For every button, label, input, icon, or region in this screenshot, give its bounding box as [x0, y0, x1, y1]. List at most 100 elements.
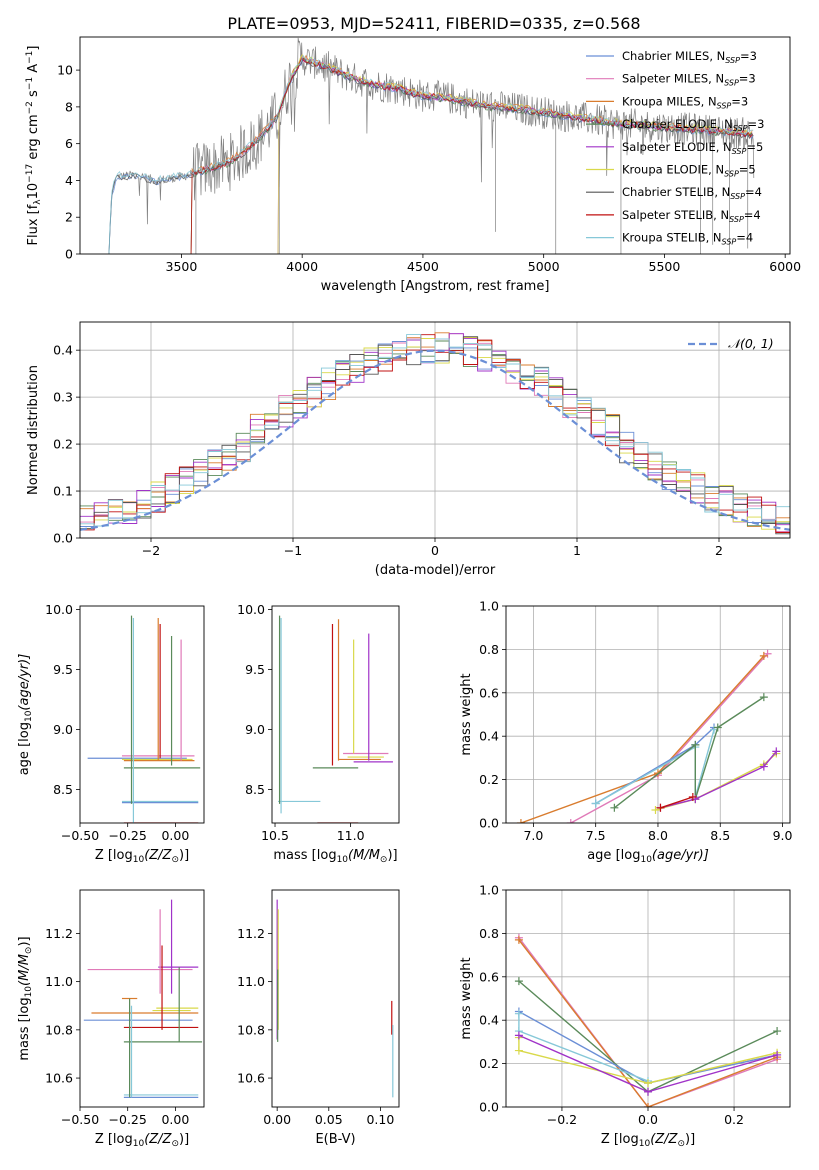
x-tick-label: 0.00 — [161, 1112, 189, 1127]
x-tick-label: 10.5 — [261, 828, 289, 843]
y-tick-label: 8 — [65, 99, 73, 114]
x-ticks: −0.50 −0.25 0.00 — [61, 823, 189, 843]
weight-point-marker — [516, 819, 525, 823]
x-ticks: 0.00 0.05 0.10 — [263, 1107, 394, 1127]
error-bars — [276, 899, 394, 1098]
y-tick-label: 11.0 — [237, 974, 265, 989]
axes-frame — [271, 889, 400, 1108]
x-tick-label: 11.0 — [337, 828, 365, 843]
y-axis-label: Normed distribution — [26, 365, 41, 495]
weight-point-marker — [651, 805, 660, 814]
weight-point-marker — [773, 1050, 782, 1059]
spectrum-model-line — [190, 57, 753, 254]
weight-point-marker — [514, 1031, 523, 1040]
legend-label: 𝒩(0, 1) — [728, 336, 774, 351]
x-tick-label: −0.50 — [61, 1112, 99, 1127]
axes-frame — [505, 889, 791, 1108]
legend-label: Chabrier STELIB, NSSP=4 — [622, 185, 762, 201]
weight-point-marker — [759, 651, 768, 660]
x-tick-label: 6000 — [769, 259, 801, 274]
y-tick-label: 0.8 — [479, 642, 499, 657]
y-tick-label: 9.0 — [245, 722, 265, 737]
legend-label: Kroupa MILES, NSSP=3 — [622, 94, 748, 110]
y-tick-label: 0.6 — [479, 969, 499, 984]
y-ticks: 10.6 10.8 11.0 11.2 — [45, 926, 80, 1086]
x-ticks: 3500 4000 4500 5000 5500 6000 — [166, 254, 801, 274]
x-ticks: 10.5 11.0 — [261, 823, 365, 843]
x-tick-label: −0.2 — [547, 1112, 577, 1127]
weight-point-marker — [759, 762, 768, 771]
error-bars — [278, 615, 393, 823]
y-ticks: 10.6 10.8 11.0 11.2 — [237, 926, 272, 1086]
age-vs-Z-panel: −0.50 −0.25 0.00 8.5 9.0 9.5 10.0 Z [log10(Z/Z⊙… — [17, 602, 205, 865]
x-tick-label: 7.5 — [586, 828, 606, 843]
x-tick-label: 0.00 — [263, 1112, 291, 1127]
error-bars — [87, 615, 201, 823]
weight-series-line — [613, 696, 765, 809]
figure-title: PLATE=0953, MJD=52411, FIBERID=0335, z=0… — [227, 14, 640, 33]
x-axis-label: mass [log10(M/M⊙)] — [273, 848, 397, 865]
weight-point-marker — [514, 1009, 523, 1018]
x-tick-label: −0.50 — [61, 828, 99, 843]
x-tick-label: 0.2 — [724, 1112, 744, 1127]
spectrum-lines — [108, 37, 755, 254]
weight-point-marker — [759, 693, 768, 702]
spectrum-model-line — [190, 55, 753, 254]
legend-label: Kroupa STELIB, NSSP=4 — [622, 231, 753, 247]
y-tick-label: 0.2 — [53, 437, 73, 452]
x-axis-label: E(B-V) — [315, 1132, 355, 1147]
x-axis-label: age [log10(age/yr)] — [587, 848, 709, 865]
y-tick-label: 10 — [57, 63, 73, 78]
axes-frame — [79, 321, 791, 539]
x-axis-label: Z [log10(Z/Z⊙)] — [601, 1132, 695, 1149]
weight-point-marker — [591, 799, 600, 808]
y-tick-label: 9.0 — [53, 722, 73, 737]
weight-lines — [516, 649, 781, 823]
histograms — [80, 332, 790, 535]
x-tick-label: 0 — [431, 543, 439, 558]
y-ticks: 0.0 0.1 0.2 0.3 0.4 — [53, 343, 80, 546]
spectrum-model-line — [108, 54, 754, 254]
y-tick-label: 10.0 — [237, 602, 265, 617]
y-tick-label: 6 — [65, 136, 73, 151]
residuals-panel: −2 −1 0 1 2 0.0 0.1 0.2 0.3 0.4 (data-model)/error… — [26, 321, 791, 578]
x-axis-label: Z [log10(Z/Z⊙)] — [95, 1132, 189, 1149]
x-ticks: −2 −1 0 1 2 — [142, 538, 723, 558]
weight-series-line — [518, 1037, 778, 1084]
spectrum-model-line — [190, 58, 753, 254]
weight-series-line — [570, 653, 769, 823]
x-tick-label: −1 — [284, 543, 302, 558]
y-tick-label: 0.4 — [479, 1013, 499, 1028]
massweight-vs-age-panel: 7.0 7.5 8.0 8.5 9.0 0.0 0.2 0.4 0.6 0.8 1.0 age [lo… — [459, 599, 793, 866]
y-tick-label: 9.5 — [245, 662, 265, 677]
x-tick-label: 8.5 — [710, 828, 730, 843]
x-axis-label: (data-model)/error — [375, 563, 496, 578]
legend-label: Salpeter MILES, NSSP=3 — [622, 72, 756, 88]
x-tick-label: −0.25 — [109, 828, 147, 843]
y-tick-label: 4 — [65, 173, 73, 188]
y-ticks: 8.5 9.0 9.5 10.0 — [237, 602, 272, 797]
y-tick-label: 11.2 — [45, 926, 73, 941]
normal-curve — [80, 349, 790, 531]
legend-label: Salpeter STELIB, NSSP=4 — [622, 208, 761, 224]
weight-point-marker — [644, 1079, 652, 1088]
y-tick-label: 0.6 — [479, 685, 499, 700]
x-tick-label: −0.25 — [109, 1112, 147, 1127]
x-tick-label: 9.0 — [773, 828, 793, 843]
y-tick-label: 0.2 — [479, 772, 499, 787]
y-tick-label: 8.5 — [53, 782, 73, 797]
weight-series-line — [518, 937, 778, 1107]
x-ticks: −0.50 −0.25 0.00 — [61, 1107, 189, 1127]
x-axis-label: Z [log10(Z/Z⊙)] — [95, 848, 189, 865]
y-ticks: 0.0 0.2 0.4 0.6 0.8 1.0 — [479, 883, 506, 1115]
x-tick-label: 1 — [573, 543, 581, 558]
y-tick-label: 8.5 — [245, 782, 265, 797]
axes-frame — [271, 605, 400, 824]
y-axis-label: mass weight — [459, 673, 474, 755]
mass-vs-EBV-panel: 0.00 0.05 0.10 10.6 10.8 11.0 11.2 E(B-V) — [237, 889, 400, 1147]
y-axis-label: age [log10(age/yr)] — [17, 654, 34, 776]
spectrum-model-line — [277, 58, 753, 254]
age-vs-mass-panel: 10.5 11.0 8.5 9.0 9.5 10.0 mass [log10(M/M⊙)] — [237, 602, 400, 865]
y-tick-label: 0.2 — [479, 1056, 499, 1071]
